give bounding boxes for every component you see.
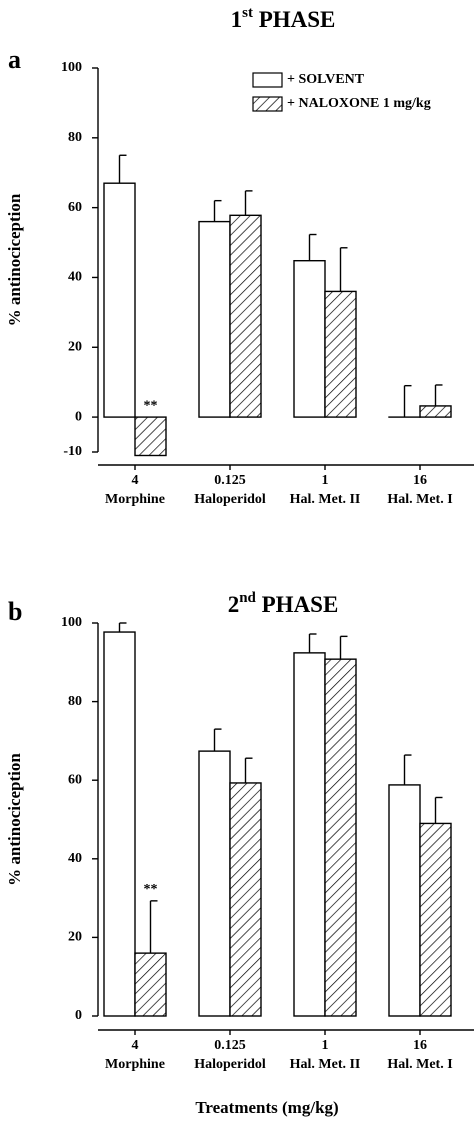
x-tick-label: 4 xyxy=(132,1038,139,1053)
bar xyxy=(293,259,326,418)
chart-title: 2nd PHASE xyxy=(228,590,339,617)
y-tick-label: 0 xyxy=(75,1008,82,1023)
bar xyxy=(419,405,452,418)
y-tick-label: -10 xyxy=(63,444,82,459)
chart-title: 1st PHASE xyxy=(231,5,336,32)
bar xyxy=(419,822,452,1017)
legend-label: + SOLVENT xyxy=(287,72,365,87)
x-group-label: Haloperidol xyxy=(194,1057,266,1072)
x-group-label: Morphine xyxy=(105,492,165,507)
x-group-label: Hal. Met. II xyxy=(290,492,361,507)
y-tick-label: 40 xyxy=(68,270,82,285)
bar xyxy=(388,784,421,1017)
panel-label: b xyxy=(8,597,22,626)
x-tick-label: 16 xyxy=(413,473,427,488)
x-tick-label: 16 xyxy=(413,1038,427,1053)
y-tick-label: 20 xyxy=(68,930,82,945)
legend-swatch xyxy=(252,72,283,88)
bar xyxy=(134,952,167,1017)
y-tick-label: 80 xyxy=(68,694,82,709)
y-tick-label: 0 xyxy=(75,409,82,424)
x-group-label: Hal. Met. I xyxy=(387,492,452,507)
significance-label: ** xyxy=(144,398,158,413)
bar xyxy=(229,214,262,418)
bar xyxy=(103,631,136,1017)
y-tick-label: 40 xyxy=(68,851,82,866)
y-tick-label: 100 xyxy=(61,615,82,630)
bar xyxy=(324,658,357,1017)
bar xyxy=(103,182,136,418)
significance-label: ** xyxy=(144,882,158,897)
y-tick-label: 100 xyxy=(61,60,82,75)
x-tick-label: 1 xyxy=(322,473,329,488)
bar xyxy=(198,220,231,418)
legend-label: + NALOXONE 1 mg/kg xyxy=(287,96,431,111)
bar xyxy=(198,750,231,1017)
y-tick-label: 60 xyxy=(68,772,82,787)
y-tick-label: 60 xyxy=(68,200,82,215)
panel-label: a xyxy=(8,45,21,74)
y-tick-label: 80 xyxy=(68,130,82,145)
x-group-label: Hal. Met. I xyxy=(387,1057,452,1072)
bar xyxy=(293,652,326,1017)
x-group-label: Haloperidol xyxy=(194,492,266,507)
x-group-label: Hal. Met. II xyxy=(290,1057,361,1072)
bar xyxy=(134,416,167,457)
y-axis-label: % antinociception xyxy=(5,193,24,326)
x-tick-label: 0.125 xyxy=(214,1038,246,1053)
y-tick-label: 20 xyxy=(68,339,82,354)
x-tick-label: 0.125 xyxy=(214,473,246,488)
x-tick-label: 1 xyxy=(322,1038,329,1053)
x-axis-label: Treatments (mg/kg) xyxy=(195,1098,338,1117)
x-tick-label: 4 xyxy=(132,473,139,488)
bar xyxy=(324,290,357,418)
y-axis-label: % antinociception xyxy=(5,753,24,886)
bar xyxy=(229,782,262,1017)
x-group-label: Morphine xyxy=(105,1057,165,1072)
legend-swatch xyxy=(252,96,283,112)
